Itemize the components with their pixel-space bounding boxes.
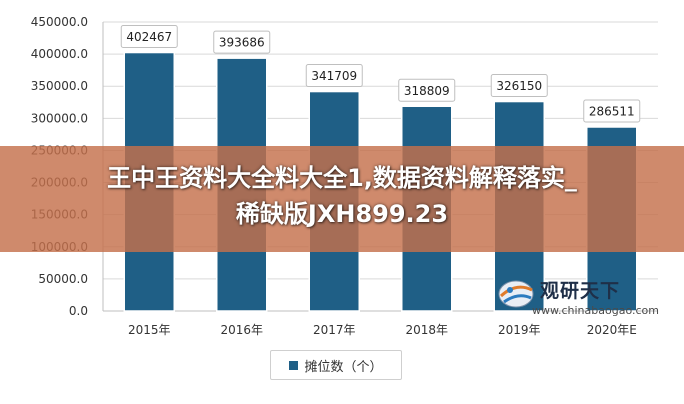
legend-swatch <box>289 360 299 370</box>
data-label: 341709 <box>311 69 357 83</box>
x-tick-label: 2016年 <box>220 323 263 337</box>
data-labels: 402467 393686 341709 318809 326150 286511 <box>120 25 641 123</box>
data-label: 393686 <box>219 36 265 50</box>
x-tick-labels: 2015年 2016年 2017年 2018年 2019年 2020年E <box>128 323 637 337</box>
overlay-text: 王中王资料大全料大全1,数据资料解释落实_ 稀缺版JXH899.23 <box>0 160 684 232</box>
y-tick-label: 400000.0 <box>31 47 88 61</box>
y-tick-label: 450000.0 <box>31 15 88 29</box>
x-tick-label: 2019年 <box>498 323 541 337</box>
globe-logo-icon <box>498 280 534 308</box>
watermark-title: 观研天下 <box>540 280 621 302</box>
data-label-box <box>398 78 456 102</box>
data-label-box <box>305 64 363 88</box>
data-label-box <box>120 25 178 49</box>
overlay-banner <box>0 146 684 252</box>
data-label-box <box>490 74 548 98</box>
x-tick-label: 2017年 <box>313 323 356 337</box>
x-tick-label: 2015年 <box>128 323 171 337</box>
data-label: 326150 <box>496 79 542 93</box>
x-tick-label: 2020年E <box>587 323 637 337</box>
data-label: 318809 <box>404 84 450 98</box>
y-tick-label: 300000.0 <box>31 111 88 125</box>
y-tick-label: 350000.0 <box>31 79 88 93</box>
y-tick-label: 50000.0 <box>38 272 88 286</box>
data-label-box <box>213 30 271 54</box>
legend: 摊位数（个） <box>270 350 402 380</box>
watermark-url: www.chinabaogao.com <box>532 304 659 317</box>
data-label: 402467 <box>126 30 172 44</box>
data-label-box <box>583 99 641 123</box>
overlay-line-1: 王中王资料大全料大全1,数据资料解释落实_ <box>107 164 577 192</box>
data-label: 286511 <box>589 104 635 118</box>
overlay-line-2: 稀缺版JXH899.23 <box>235 200 449 228</box>
watermark: 观研天下 www.chinabaogao.com <box>496 274 659 320</box>
y-tick-label: 0.0 <box>69 304 88 318</box>
x-tick-label: 2018年 <box>405 323 448 337</box>
legend-label: 摊位数（个） <box>304 359 383 375</box>
